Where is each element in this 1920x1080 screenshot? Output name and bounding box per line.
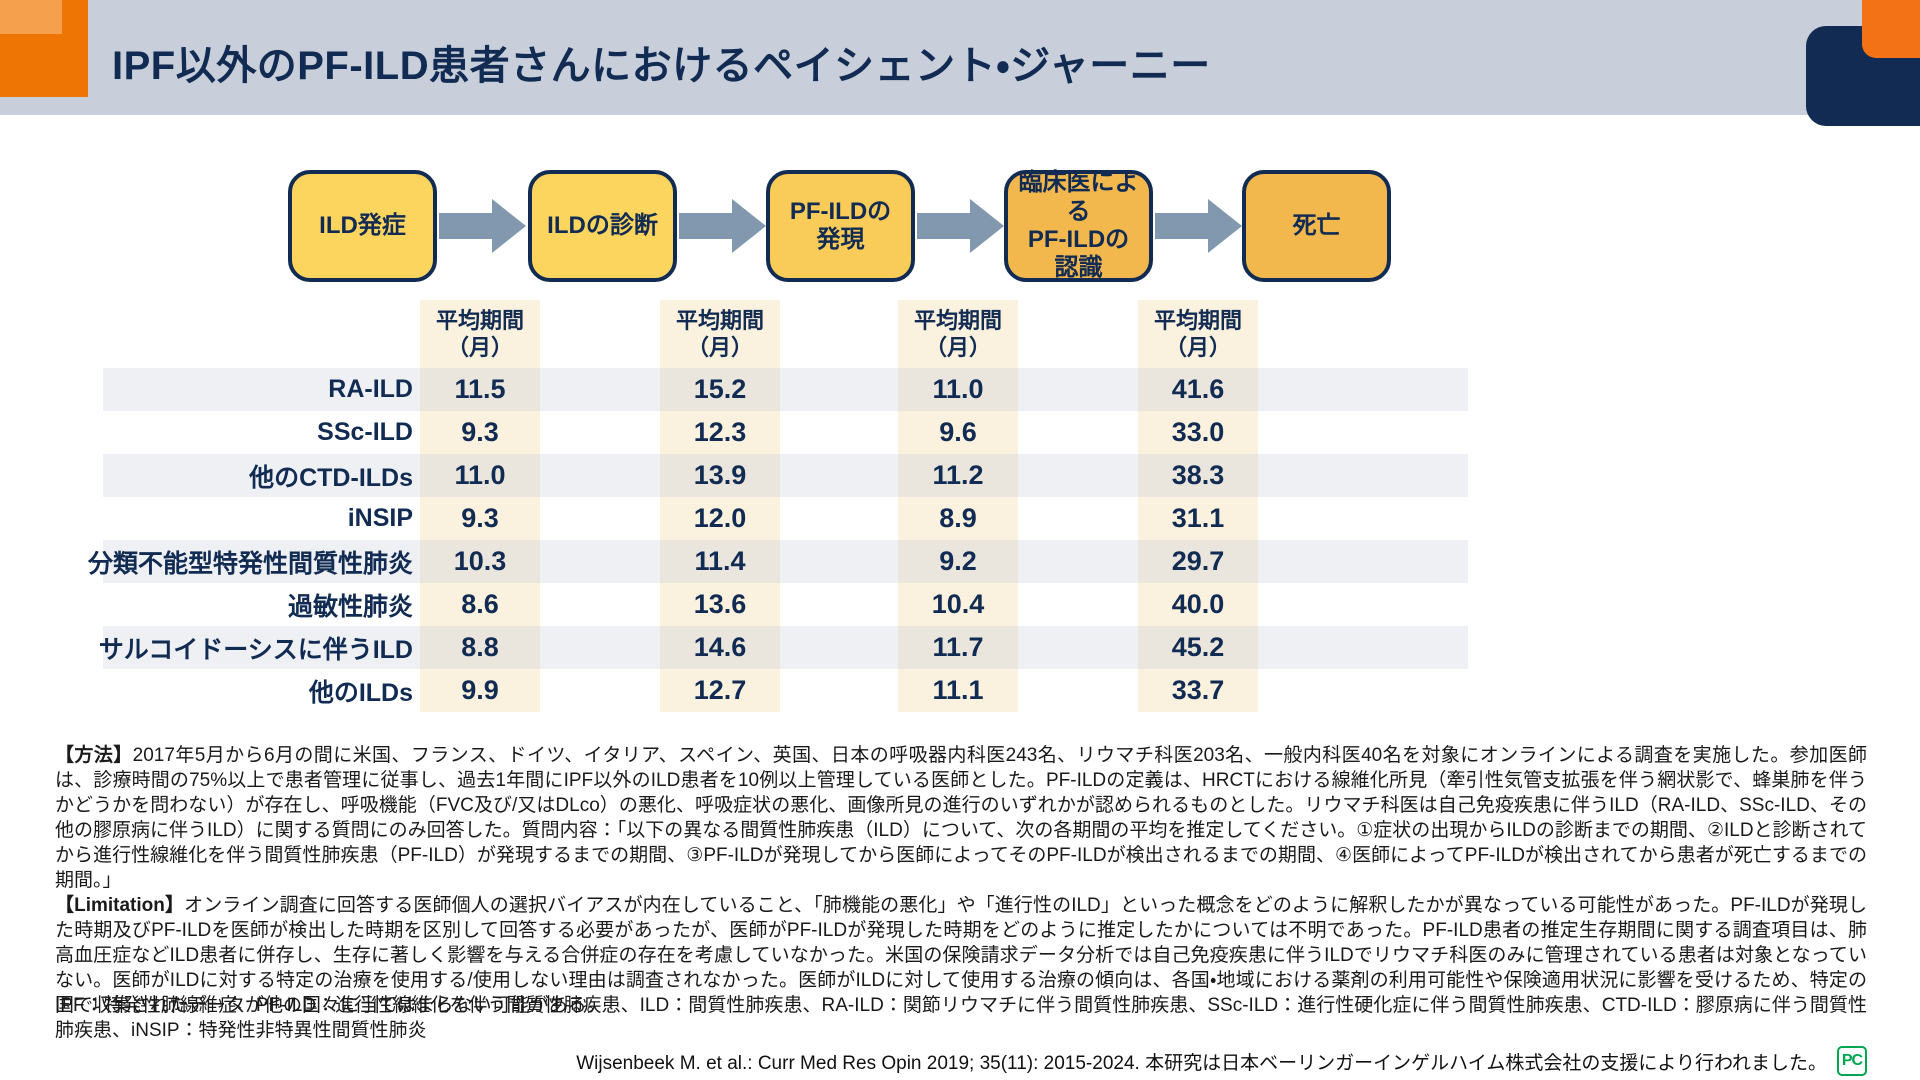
row-label: 他のILDs	[308, 678, 413, 707]
cell-value: 8.8	[461, 632, 499, 662]
cell-value: 33.7	[1171, 675, 1225, 705]
column-header-2: 平均期間 （月）	[675, 307, 764, 361]
table-row: iNSIP 9.3 12.0 8.9 31.1	[103, 497, 1468, 540]
table-row: 他のILDs 9.9 12.7 11.1 33.7	[103, 669, 1468, 712]
cell-value: 11.2	[932, 460, 984, 490]
citation-text: Wijsenbeek M. et al.: Curr Med Res Opin …	[576, 1052, 1827, 1074]
cell-value: 9.6	[939, 417, 977, 447]
method-label: 【方法】	[55, 745, 133, 766]
cell-value: 15.2	[693, 374, 747, 404]
page-title: IPF以外のPF-ILD患者さんにおけるペイシェント・ジャーニー	[112, 44, 1211, 88]
row-label: サルコイドーシスに伴うILD	[98, 635, 413, 664]
cell-value: 10.3	[453, 546, 507, 576]
column-band-1	[420, 300, 540, 712]
table-row: SSc-ILD 9.3 12.3 9.6 33.0	[103, 411, 1468, 454]
flow-step-label: ILDの診断	[547, 211, 658, 239]
table-row: 他のCTD-ILDs 11.0 13.9 11.2 38.3	[103, 454, 1468, 497]
corner-accent-left-light	[0, 0, 62, 34]
cell-value: 12.3	[693, 417, 747, 447]
flow-step-4: 臨床医による PF-ILDの 認識	[1004, 169, 1153, 282]
cell-value: 29.7	[1171, 546, 1225, 576]
limitation-text: オンライン調査に回答する医師個人の選択バイアスが内在していること、「肺機能の悪化…	[55, 895, 1867, 1016]
cell-value: 9.2	[939, 546, 977, 576]
table-row: 過敏性肺炎 8.6 13.6 10.4 40.0	[103, 583, 1468, 626]
cell-value: 11.1	[932, 675, 984, 705]
cell-value: 12.7	[693, 675, 747, 705]
table-row: RA-ILD 11.5 15.2 11.0 41.6	[103, 368, 1468, 411]
limitation-label: 【Limitation】	[55, 895, 185, 916]
method-paragraph: 【方法】2017年5月から6月の間に米国、フランス、ドイツ、イタリア、スペイン、…	[55, 743, 1867, 893]
cell-value: 38.3	[1171, 460, 1225, 490]
abbreviations: IPF：特発性肺線維症、PF-ILD：進行性線維化を伴う間質性肺疾患、ILD：間…	[55, 995, 1867, 1041]
row-label: iNSIP	[347, 504, 413, 532]
row-label: 過敏性肺炎	[287, 592, 413, 621]
cell-value: 12.0	[693, 503, 747, 533]
flow-step-label: 死亡	[1292, 211, 1341, 239]
footnotes: 【方法】2017年5月から6月の間に米国、フランス、ドイツ、イタリア、スペイン、…	[55, 743, 1867, 1018]
row-label: 分類不能型特発性間質性肺炎	[87, 549, 413, 578]
cell-value: 11.5	[454, 374, 506, 404]
table-row: サルコイドーシスに伴うILD 8.8 14.6 11.7 45.2	[98, 626, 1468, 669]
column-header-3: 平均期間 （月）	[913, 307, 1002, 361]
flow-step-1: ILD発症	[288, 170, 437, 282]
cell-value: 11.4	[694, 546, 746, 576]
flow-arrow-3-icon	[917, 199, 1004, 253]
cell-value: 11.0	[932, 374, 984, 404]
row-label: 他のCTD-ILDs	[249, 463, 413, 492]
column-band-2	[660, 300, 780, 712]
pc-logo: PC	[1837, 1046, 1867, 1076]
cell-value: 8.6	[461, 589, 499, 619]
flow-step-label: PF-ILDの	[1027, 226, 1130, 253]
mean-duration-table: 平均期間 （月） 平均期間 （月） 平均期間 （月） 平均期間 （月） RA-ILD 11…	[87, 300, 1468, 712]
flow-step-5: 死亡	[1242, 170, 1391, 282]
flow-step-label: ILD発症	[319, 211, 406, 239]
cell-value: 13.6	[693, 589, 747, 619]
table-row: 分類不能型特発性間質性肺炎 10.3 11.4 9.2 29.7	[87, 540, 1468, 583]
flow-arrow-1-icon	[439, 199, 526, 253]
flow-step-label: 発現	[816, 226, 865, 253]
column-header-4: 平均期間 （月）	[1153, 307, 1242, 361]
cell-value: 41.6	[1171, 374, 1225, 404]
flow-step-3: PF-ILDの 発現	[766, 170, 915, 282]
row-label: SSc-ILD	[317, 418, 413, 446]
flow-step-label: 認識	[1054, 254, 1103, 282]
cell-value: 9.9	[461, 675, 499, 705]
cell-value: 13.9	[693, 460, 747, 490]
cell-value: 9.3	[461, 503, 499, 533]
column-band-4	[1138, 300, 1258, 712]
flow-step-label: PF-ILDの	[789, 197, 892, 225]
cell-value: 33.0	[1171, 417, 1225, 447]
cell-value: 8.9	[939, 503, 977, 533]
method-text: 2017年5月から6月の間に米国、フランス、ドイツ、イタリア、スペイン、英国、日…	[55, 745, 1868, 891]
cell-value: 10.4	[931, 589, 985, 619]
flow-step-2: ILDの診断	[528, 170, 677, 282]
column-header-1: 平均期間 （月）	[435, 307, 524, 361]
cell-value: 31.1	[1171, 503, 1225, 533]
cell-value: 40.0	[1171, 589, 1225, 619]
cell-value: 11.7	[932, 632, 984, 662]
cell-value: 9.3	[461, 417, 499, 447]
flow-step-label: 臨床医による	[1018, 169, 1139, 225]
row-label: RA-ILD	[328, 375, 413, 403]
limitation-paragraph: 【Limitation】オンライン調査に回答する医師個人の選択バイアスが内在して…	[55, 893, 1867, 1018]
column-band-3	[898, 300, 1018, 712]
flow-arrow-2-icon	[679, 199, 766, 253]
citation-line: Wijsenbeek M. et al.: Curr Med Res Opin …	[55, 1046, 1867, 1076]
flow-arrow-4-icon	[1155, 199, 1242, 253]
cell-value: 14.6	[693, 632, 747, 662]
cell-value: 11.0	[454, 460, 506, 490]
corner-tab-orange	[1862, 0, 1920, 58]
cell-value: 45.2	[1171, 632, 1225, 662]
header-band	[0, 0, 1920, 115]
